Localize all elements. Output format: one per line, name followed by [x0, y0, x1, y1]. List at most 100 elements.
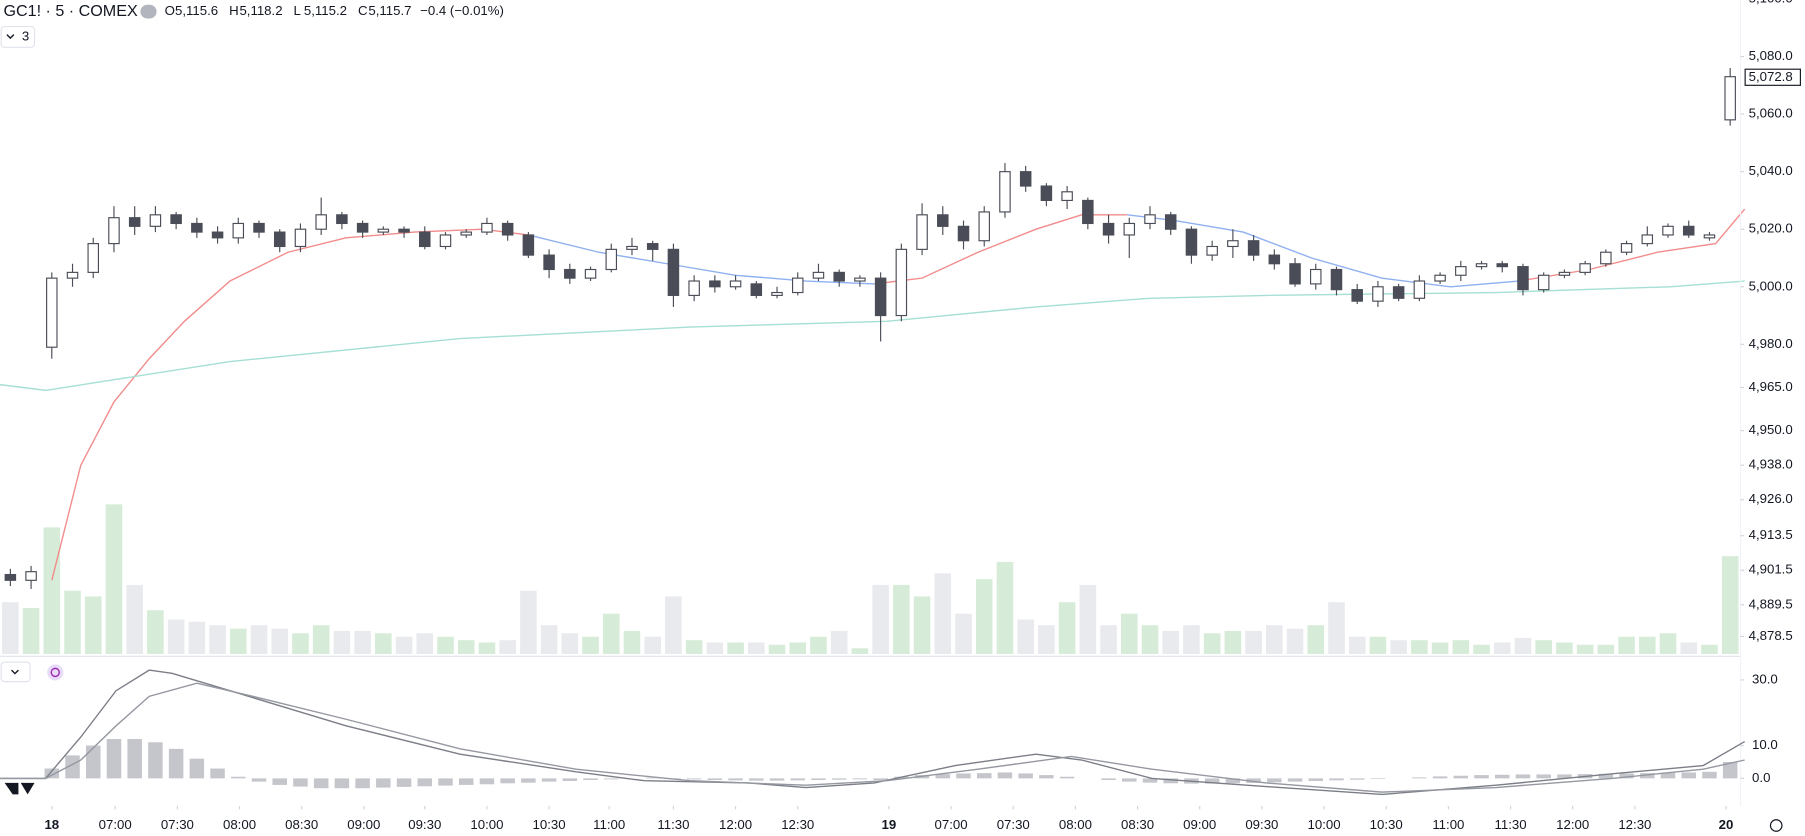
volume-bar: [1721, 556, 1739, 654]
candle-body: [149, 214, 162, 227]
y-tick-label: 5,020.0: [1749, 221, 1793, 236]
macd-histogram-bar: [1308, 778, 1324, 781]
macd-histogram-bar: [458, 778, 474, 785]
volume-bar: [1348, 636, 1366, 654]
candle-body: [1517, 266, 1529, 291]
candle-body: [1247, 240, 1260, 256]
macd-histogram-bar: [707, 778, 723, 781]
volume-bar: [1224, 630, 1242, 654]
candle-body: [1620, 243, 1633, 253]
x-tick-label: 09:30: [408, 817, 441, 832]
volume-bar: [22, 607, 40, 654]
ohlc-key: O: [165, 3, 175, 18]
x-tick-label: 11:00: [1432, 817, 1464, 832]
y-tick-label: 30.0: [1752, 671, 1778, 686]
candle-body: [584, 268, 597, 279]
volume-bar: [582, 636, 599, 654]
macd-histogram-bar: [396, 778, 412, 787]
candle-body: [1061, 191, 1073, 202]
candle-body: [336, 214, 348, 225]
macd-histogram-bar: [500, 778, 515, 784]
volume-bar: [1328, 602, 1345, 654]
volume-bar: [934, 573, 952, 654]
x-tick-label: 08:00: [1059, 817, 1092, 832]
macd-histogram-bar: [210, 768, 225, 779]
volume-bar: [685, 640, 703, 654]
candle-body: [1102, 222, 1115, 236]
candle-body: [605, 248, 618, 271]
macd-histogram-bar: [355, 778, 370, 789]
macd-histogram-bar: [251, 778, 267, 782]
indicator-count: 3: [22, 28, 29, 43]
pane-toggle[interactable]: [0, 661, 31, 683]
volume-bar: [1017, 619, 1034, 654]
macd-histogram-bar: [293, 778, 308, 787]
volume-bar: [354, 630, 371, 654]
candle-body: [791, 277, 804, 294]
volume-bar: [1079, 584, 1097, 654]
macd-histogram-bar: [728, 778, 743, 781]
candle-body: [1392, 286, 1405, 299]
volume-bar: [333, 630, 351, 654]
candle-body: [232, 222, 245, 239]
candle-body: [170, 214, 182, 225]
price-layer: [0, 68, 1746, 589]
refresh-icon[interactable]: [47, 664, 64, 681]
x-tick-label: 08:00: [223, 817, 256, 832]
volume-bar: [2, 602, 19, 654]
candle-body: [1123, 222, 1136, 236]
volume-bar: [188, 621, 206, 654]
y-tick-label: 4,938.0: [1749, 457, 1793, 472]
volume-bar: [229, 628, 247, 654]
macd-histogram-bar: [1142, 778, 1158, 783]
volume-bar: [851, 648, 869, 654]
macd-histogram-bar: [313, 778, 329, 789]
volume-bar: [1038, 625, 1055, 654]
volume-bar: [1286, 628, 1304, 654]
candle-body: [419, 231, 431, 248]
volume-bar: [395, 636, 413, 654]
candle-body: [957, 225, 970, 242]
volume-bar: [1639, 636, 1656, 654]
macd-histogram-bar: [1204, 778, 1220, 784]
indicators-toggle[interactable]: [0, 26, 36, 48]
x-tick-label: 10:30: [533, 817, 566, 832]
settings-icon[interactable]: [1769, 819, 1783, 832]
candle-body: [1579, 263, 1591, 273]
macd-histogram-bar: [1225, 778, 1241, 784]
candle-body: [356, 222, 369, 233]
volume-bar: [913, 596, 931, 654]
macd-histogram-bar: [1722, 761, 1738, 779]
volume-bar: [1058, 602, 1076, 654]
volume-bar: [147, 610, 164, 654]
volume-bar: [43, 527, 61, 654]
volume-bar: [996, 561, 1014, 654]
x-tick-label: 07:30: [161, 817, 194, 832]
macd-histogram-bar: [1349, 778, 1365, 780]
macd-histogram-bar: [956, 773, 971, 779]
volume-bar: [1597, 644, 1615, 654]
candle-body: [1019, 171, 1032, 187]
macd-histogram-bar: [1702, 771, 1717, 779]
volume-bar: [768, 644, 786, 654]
candle-body: [646, 243, 659, 250]
volume-bar: [602, 613, 620, 654]
macd-histogram-bar: [1432, 776, 1448, 779]
macd-histogram-bar: [1163, 778, 1178, 784]
symbol[interactable]: GC1! · 5 · COMEX: [3, 2, 138, 20]
logo[interactable]: [4, 782, 35, 795]
macd-histogram-bar: [376, 778, 391, 788]
macd-histogram-bar: [831, 778, 847, 780]
macd-histogram-bar: [417, 778, 433, 787]
candle-body: [1641, 234, 1654, 245]
macd-histogram-bar: [106, 738, 122, 779]
candle-body: [460, 231, 472, 236]
macd-histogram-bar: [562, 778, 578, 781]
volume-bar: [1452, 640, 1470, 654]
macd-histogram-bar: [1412, 777, 1427, 779]
macd-histogram-bar: [852, 778, 868, 780]
candle-body: [895, 248, 908, 317]
candle-body: [108, 217, 120, 245]
candle-body: [273, 231, 286, 248]
status-dot: [140, 4, 157, 19]
